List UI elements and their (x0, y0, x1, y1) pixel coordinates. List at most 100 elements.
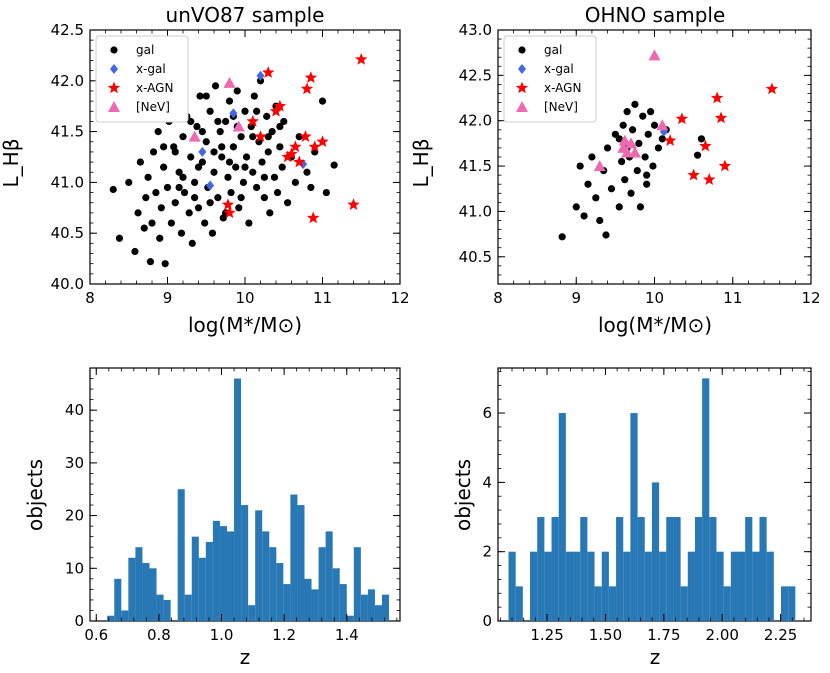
histogram-bar (283, 584, 291, 621)
histogram-bar (565, 551, 574, 621)
data-point (171, 199, 179, 207)
y-tick-label: 0 (482, 612, 492, 630)
histogram-bar (304, 578, 312, 621)
histogram-bar (325, 531, 333, 621)
data-point (227, 188, 235, 197)
histogram-bar (184, 594, 192, 621)
histogram-bar (608, 586, 617, 621)
y-tick-label: 40.5 (459, 248, 492, 266)
histogram-bar (716, 551, 724, 621)
data-point (618, 134, 631, 146)
data-point (300, 82, 314, 95)
data-point (635, 139, 643, 147)
histogram-bar (114, 578, 122, 621)
histogram-bar (623, 551, 631, 621)
data-point (633, 167, 641, 175)
data-point (239, 178, 248, 186)
data-point (621, 176, 629, 184)
histogram-bar (616, 517, 624, 621)
x-tick-label: 9 (571, 289, 581, 307)
legend-label: x-AGN (544, 81, 581, 95)
data-point (191, 178, 199, 186)
data-point (232, 120, 245, 132)
data-point (250, 92, 258, 100)
data-point (697, 135, 706, 143)
data-point (229, 143, 237, 151)
data-point (180, 188, 189, 197)
data-point (206, 199, 214, 207)
data-point (621, 146, 634, 158)
data-point (198, 146, 207, 157)
y-tick-label: 20 (65, 507, 84, 525)
panel-unvo87-scatter: unVO87 sample log(M*/M⊙) L_Hβ 8 9 10 11 12 40… (0, 3, 410, 337)
data-point (175, 183, 183, 192)
data-point (703, 173, 716, 185)
data-point (268, 128, 276, 136)
data-point (237, 133, 245, 141)
data-point (258, 158, 266, 166)
data-point (318, 97, 327, 105)
data-point (216, 128, 224, 136)
x-tick-label: 12 (390, 289, 409, 307)
histogram-bar (255, 510, 263, 621)
histogram-bar (163, 599, 171, 621)
data-point (222, 117, 230, 126)
data-point (628, 146, 641, 158)
histogram-bar (156, 594, 164, 621)
histogram-bar (630, 413, 638, 621)
histogram-bar (121, 610, 129, 621)
y-tick-label: 41.5 (459, 157, 492, 175)
histogram-bar (573, 551, 581, 621)
data-point (223, 76, 236, 88)
data-point (115, 234, 124, 242)
data-point (710, 91, 724, 104)
histogram-bar (135, 547, 143, 621)
y-tick-label: 42.5 (459, 66, 492, 84)
data-point (270, 173, 279, 181)
panel-ohno-scatter: OHNO sample log(M*/M⊙) L_Hβ 8 9 10 11 12 40.5… (409, 3, 821, 337)
ticks-layer: 1.25 1.50 1.75 2.00 2.25 0 2 4 6 (482, 368, 811, 644)
data-point (146, 258, 155, 266)
data-point (260, 194, 268, 202)
legend-label: gal (544, 43, 562, 57)
histogram-bar (367, 589, 375, 621)
histogram-bar (788, 586, 796, 621)
data-point (273, 99, 287, 112)
histogram-bar (297, 505, 305, 621)
y-axis-label: L_Hβ (409, 139, 433, 188)
histogram-bar (637, 517, 645, 621)
data-point (156, 234, 164, 242)
data-point (663, 134, 677, 146)
data-point (699, 139, 712, 152)
data-point (110, 46, 118, 54)
data-point (154, 128, 162, 136)
data-point (188, 239, 196, 247)
data-point (262, 66, 275, 78)
panel-unvo87-histogram: z objects 0.6 0.8 1.0 1.2 1.4 0 10 20 30 40 (23, 367, 401, 669)
data-point (558, 233, 566, 241)
histogram-bar (205, 541, 213, 621)
data-point (196, 92, 204, 100)
data-point (584, 180, 592, 188)
data-point (649, 162, 657, 170)
data-point (308, 140, 321, 153)
histogram-bar (680, 586, 688, 621)
data-point (607, 185, 616, 193)
data-point (593, 160, 606, 172)
data-point (643, 171, 651, 179)
y-tick-label: 41.5 (51, 123, 84, 141)
data-point (518, 64, 526, 74)
data-point (108, 101, 120, 112)
histogram-bar (702, 378, 710, 621)
x-tick-label: 2.25 (764, 626, 797, 644)
data-point (188, 130, 201, 142)
data-point (718, 159, 732, 172)
data-point (202, 138, 210, 146)
data-point (284, 199, 292, 207)
histogram-bar (723, 586, 731, 621)
data-point (263, 112, 271, 120)
data-point (615, 135, 623, 143)
data-point (281, 150, 294, 163)
histogram-bar (673, 517, 681, 621)
y-tick-label: 40.0 (51, 275, 84, 293)
